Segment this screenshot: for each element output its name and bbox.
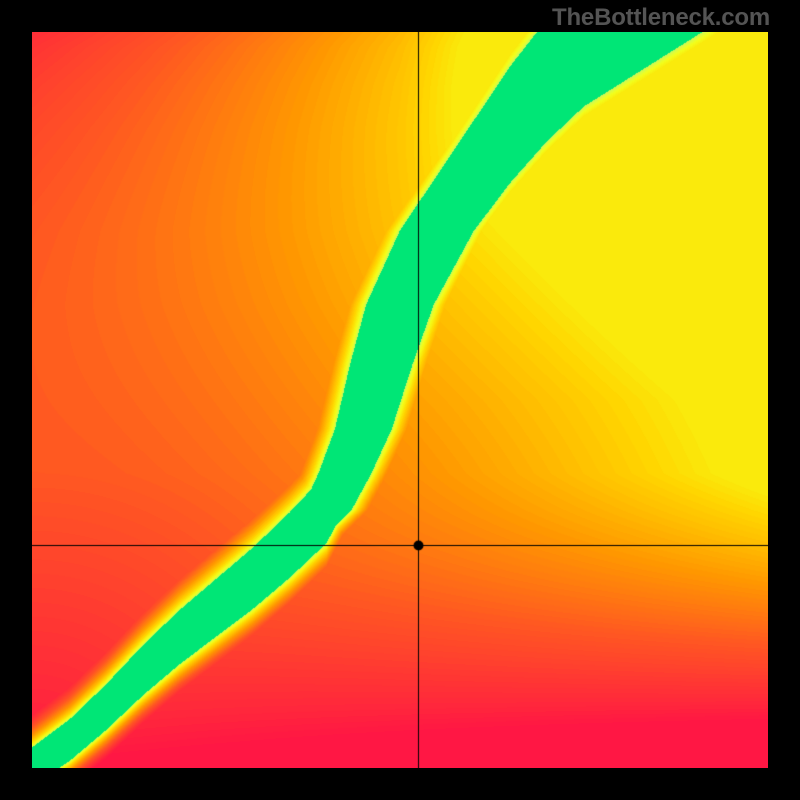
chart-root: TheBottleneck.com [0, 0, 800, 800]
watermark-text: TheBottleneck.com [552, 4, 770, 32]
bottleneck-heatmap [32, 32, 768, 768]
